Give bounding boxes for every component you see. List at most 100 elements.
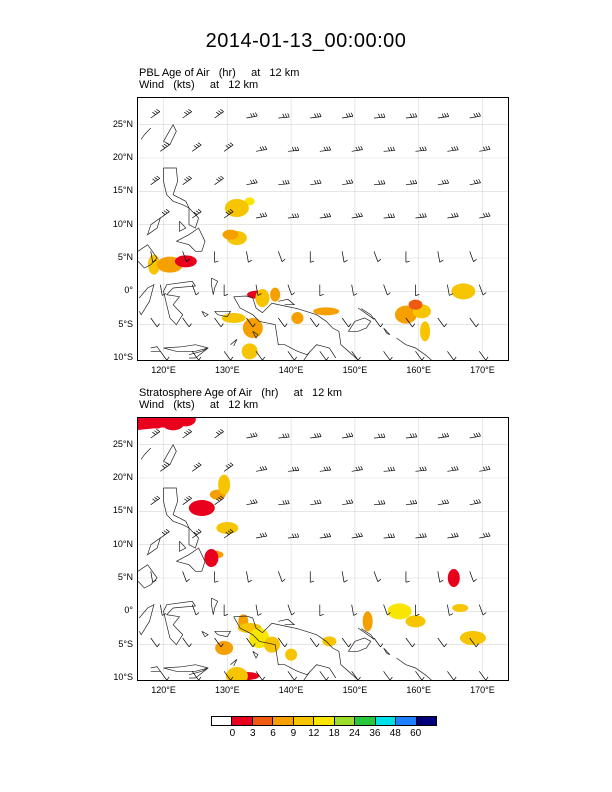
wind-barb — [415, 466, 427, 472]
wind-barb — [160, 462, 170, 472]
wind-barb — [319, 351, 329, 360]
lat-tick-label: 0° — [124, 285, 133, 296]
colorbar-label: 60 — [410, 728, 422, 739]
panel-1-header: PBL Age of Air (hr) at 12 km Wind (kts) … — [139, 67, 299, 91]
wind-barb — [255, 532, 268, 539]
colorbar-label: 36 — [369, 728, 381, 739]
wind-barb — [287, 604, 296, 616]
wind-barb — [405, 499, 418, 506]
wind-barb — [191, 351, 202, 360]
age-of-air-patch — [255, 289, 270, 307]
wind-barb — [479, 212, 491, 219]
coastline — [188, 207, 199, 229]
wind-barb — [246, 637, 256, 648]
wind-barb — [437, 499, 450, 506]
coastline — [163, 600, 197, 646]
lat-tick-label: 20°N — [112, 472, 133, 482]
coastline — [163, 344, 209, 352]
age-of-air-patch — [322, 636, 337, 647]
age-of-air-patch — [451, 283, 476, 300]
wind-barb — [214, 495, 224, 505]
coastline — [163, 167, 190, 209]
coastline — [396, 337, 432, 360]
coastline — [357, 307, 375, 320]
coastline — [347, 637, 372, 652]
lon-tick-label: 150°E — [342, 685, 368, 695]
coastline — [179, 541, 187, 552]
wind-barb — [160, 209, 170, 219]
colorbar-box — [252, 717, 274, 725]
lon-tick-label: 170°E — [470, 365, 495, 375]
wind-barb — [160, 351, 170, 360]
wind-barb — [191, 671, 202, 680]
wind-barb — [310, 179, 322, 186]
wind-barb — [160, 142, 170, 152]
lon-tick-label: 150°E — [342, 365, 368, 375]
stratosphere-red-region — [138, 418, 188, 430]
wind-barb — [150, 495, 160, 505]
lon-tick-label: 160°E — [406, 685, 431, 695]
wind-barb — [223, 284, 229, 296]
wind-barb — [469, 432, 481, 439]
wind-barb — [415, 284, 420, 296]
wind-barb — [447, 604, 453, 616]
panel-1-title: PBL Age of Air (hr) at 12 km — [139, 67, 300, 79]
wind-barb — [278, 317, 288, 328]
wind-barb — [479, 465, 491, 472]
wind-barb — [287, 284, 296, 296]
wind-barb — [278, 637, 288, 648]
coastline — [252, 651, 259, 659]
lat-tick-label: 5°S — [118, 638, 133, 649]
coastline — [214, 630, 232, 638]
wind-barb — [287, 466, 300, 472]
wind-barb — [437, 571, 444, 583]
wind-barb — [150, 251, 157, 263]
coastline — [188, 667, 209, 679]
wind-barb — [447, 466, 459, 472]
wind-barb — [255, 671, 266, 680]
map-canvas — [138, 98, 508, 360]
wind-barb — [255, 284, 262, 296]
wind-barb — [246, 432, 258, 439]
coastline — [163, 123, 177, 146]
coastline — [176, 227, 206, 252]
wind-barb — [437, 637, 447, 648]
wind-barb — [246, 112, 258, 119]
colorbar-box — [416, 717, 436, 725]
colorbar-label: 9 — [290, 728, 297, 739]
coastline — [201, 630, 209, 638]
age-of-air-patch — [459, 631, 486, 645]
wind-barb — [447, 212, 459, 219]
wind-barb — [342, 112, 354, 119]
lon-tick-label: 160°E — [406, 365, 431, 375]
lon-tick-label: 120°E — [151, 685, 176, 695]
wind-barb — [415, 146, 427, 152]
wind-barb — [214, 175, 224, 185]
wind-barb — [373, 251, 382, 262]
coastline — [176, 547, 206, 572]
coastline — [163, 664, 209, 672]
lat-tick-label: 20°N — [112, 152, 133, 162]
wind-barb — [214, 109, 224, 119]
wind-barb — [278, 571, 286, 582]
wind-barb — [341, 637, 352, 648]
age-of-air-patch — [285, 648, 298, 661]
wind-barb — [287, 671, 297, 680]
wind-barb — [469, 317, 479, 328]
wind-barb — [159, 284, 166, 296]
wind-barb — [214, 571, 219, 583]
colorbar-box — [273, 717, 294, 725]
wind-barb — [287, 213, 300, 219]
coastline — [230, 659, 238, 667]
lon-tick-label: 170°E — [470, 685, 495, 695]
wind-barb — [319, 284, 324, 296]
colorbar-box — [355, 717, 376, 725]
age-of-air-patch — [420, 321, 431, 342]
wind-barb — [255, 212, 268, 219]
wind-barb — [191, 284, 200, 296]
wind-barb — [182, 317, 192, 328]
wind-barb — [469, 179, 481, 186]
wind-barb — [479, 532, 491, 539]
wind-barb — [255, 604, 262, 616]
pbl-age-map — [137, 97, 509, 361]
